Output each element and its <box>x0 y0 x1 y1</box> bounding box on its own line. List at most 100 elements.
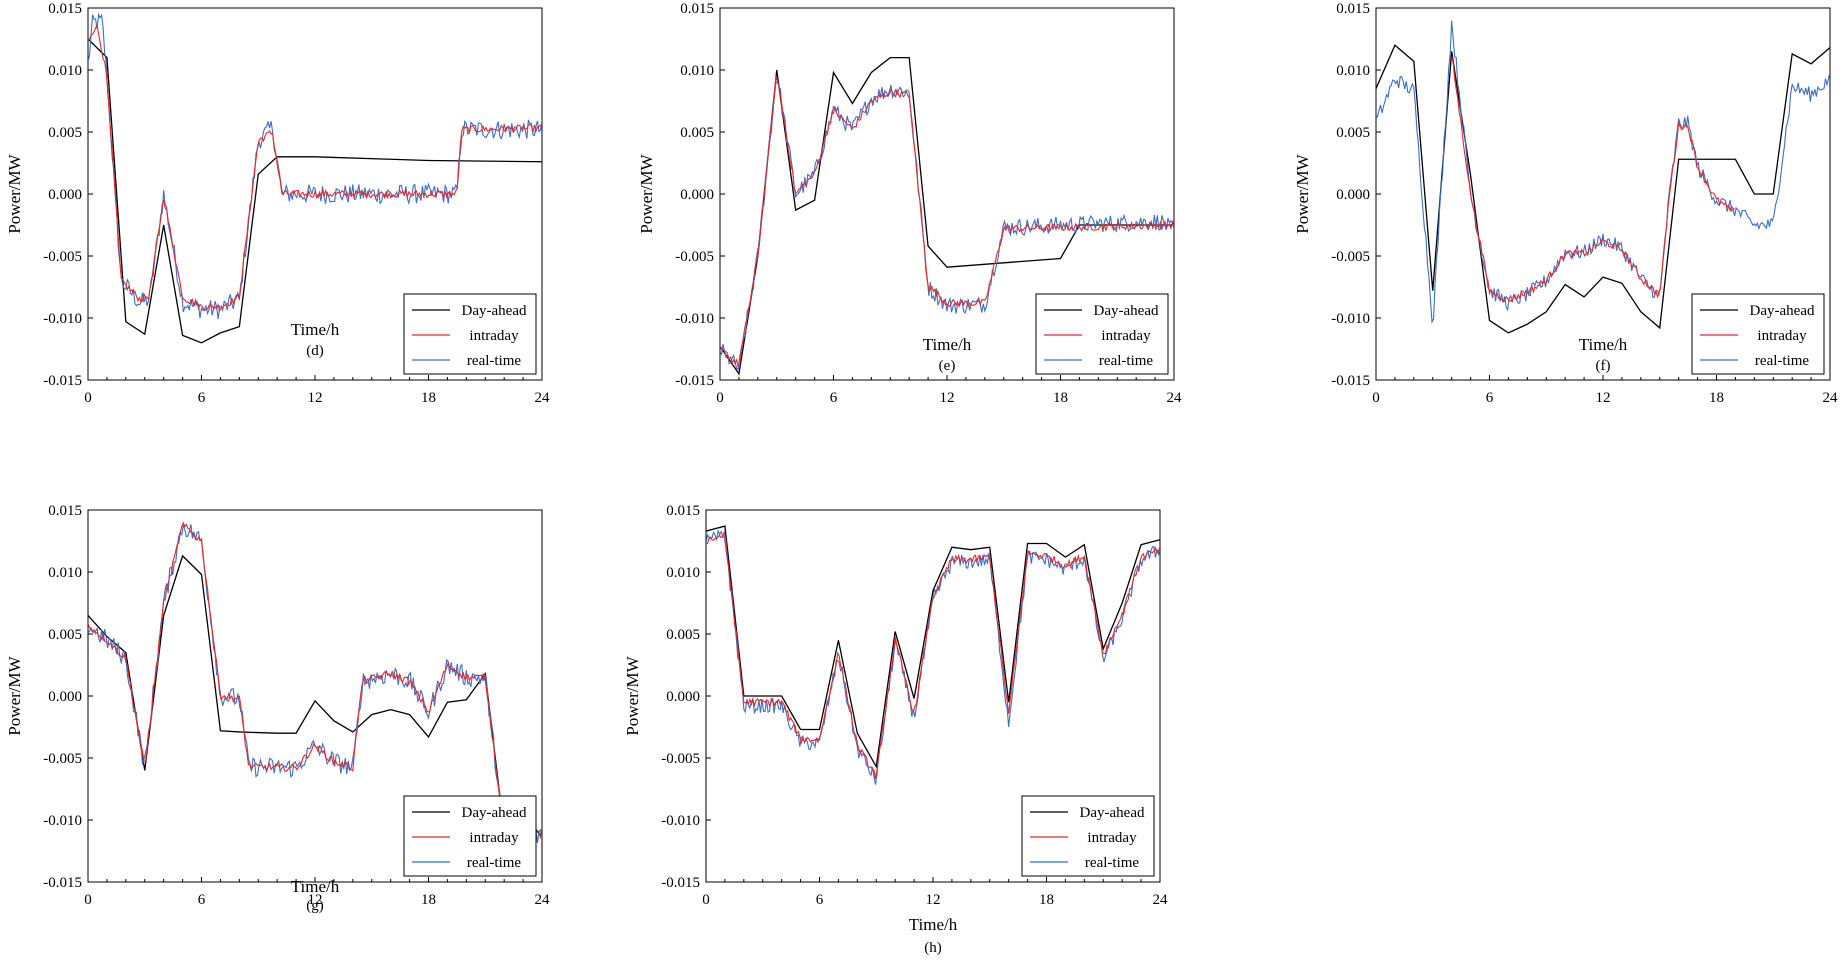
y-axis-title: Power/MW <box>5 655 24 735</box>
y-tick-label: -0.010 <box>43 311 82 327</box>
y-axis-title: Power/MW <box>5 153 24 233</box>
series-line-intraday <box>706 530 1160 779</box>
series-line-real-time <box>88 12 542 320</box>
x-tick-label: 0 <box>702 892 710 908</box>
y-tick-label: -0.015 <box>675 373 714 389</box>
legend-label-real-time: real-time <box>1099 353 1153 369</box>
series-line-real-time <box>720 81 1174 371</box>
y-axis-title: Power/MW <box>637 153 656 233</box>
y-tick-label: 0.000 <box>1336 187 1370 203</box>
x-tick-label: 18 <box>1709 390 1724 406</box>
y-axis-title: Power/MW <box>623 655 642 735</box>
y-tick-label: 0.015 <box>1336 1 1370 17</box>
legend-label-real-time: real-time <box>467 353 521 369</box>
series-line-intraday <box>88 24 542 312</box>
panel-label: (d) <box>306 343 324 359</box>
series-line-real-time <box>1376 20 1830 324</box>
x-tick-label: 24 <box>535 892 551 908</box>
y-tick-label: 0.010 <box>48 63 82 79</box>
x-axis-title: Time/h <box>1579 335 1628 354</box>
y-tick-label: -0.010 <box>1331 311 1370 327</box>
x-tick-label: 12 <box>940 390 955 406</box>
legend-label-real-time: real-time <box>467 855 521 871</box>
y-tick-label: 0.005 <box>666 627 700 643</box>
y-tick-label: -0.010 <box>661 813 700 829</box>
y-tick-label: -0.015 <box>1331 373 1370 389</box>
x-tick-label: 6 <box>198 390 206 406</box>
legend-label-intraday: intraday <box>1757 328 1807 344</box>
y-tick-label: 0.010 <box>48 565 82 581</box>
panel-label: (h) <box>924 940 942 956</box>
y-axis-title: Power/MW <box>1293 153 1312 233</box>
chart-svg-f: -0.015 -0.010 -0.005 0.000 0.005 0.010 0.015 0 6… <box>1293 1 1839 406</box>
legend-label-day-ahead: Day-ahead <box>1094 303 1159 319</box>
y-tick-label: -0.010 <box>43 813 82 829</box>
x-axis-title: Time/h <box>291 877 340 896</box>
legend-box <box>1691 293 1825 375</box>
chart-svg-d: -0.015 -0.010 -0.005 0.000 0.005 0.010 0.015 0 6… <box>5 1 551 406</box>
series-line-intraday <box>720 76 1174 368</box>
legend-box <box>403 293 537 375</box>
y-tick-label: -0.005 <box>43 249 82 265</box>
y-tick-label: 0.005 <box>48 627 82 643</box>
x-tick-label: 18 <box>1039 892 1054 908</box>
y-tick-label: -0.010 <box>675 311 714 327</box>
legend-label-day-ahead: Day-ahead <box>462 303 527 319</box>
x-tick-label: 18 <box>1053 390 1068 406</box>
x-tick-label: 6 <box>1486 390 1494 406</box>
x-tick-label: 12 <box>308 390 323 406</box>
x-axis-title: Time/h <box>291 320 340 339</box>
y-tick-label: 0.010 <box>1336 63 1370 79</box>
x-tick-label: 6 <box>830 390 838 406</box>
panel-label: (e) <box>939 358 956 374</box>
chart-svg-g: -0.015 -0.010 -0.005 0.000 0.005 0.010 0.015 0 6… <box>5 503 551 914</box>
panel-label: (g) <box>306 898 324 914</box>
y-tick-label: 0.015 <box>666 503 700 519</box>
x-axis-title: Time/h <box>923 335 972 354</box>
legend-label-intraday: intraday <box>1087 830 1137 846</box>
chart-panel-d: -0.015 -0.010 -0.005 0.000 0.005 0.010 0.015 0 6… <box>0 0 560 470</box>
x-tick-label: 24 <box>535 390 551 406</box>
y-tick-label: -0.015 <box>43 875 82 891</box>
x-tick-label: 0 <box>716 390 724 406</box>
series-line-day-ahead <box>706 525 1160 769</box>
chart-svg-h: -0.015 -0.010 -0.005 0.000 0.005 0.010 0.015 0 6… <box>623 503 1169 956</box>
legend-box <box>1035 293 1169 375</box>
y-tick-label: -0.005 <box>675 249 714 265</box>
chart-panel-h: -0.015 -0.010 -0.005 0.000 0.005 0.010 0.015 0 6… <box>620 500 1200 960</box>
x-axis-title: Time/h <box>909 915 958 934</box>
y-tick-label: -0.005 <box>43 751 82 767</box>
series-line-day-ahead <box>1376 44 1830 334</box>
chart-panel-g: -0.015 -0.010 -0.005 0.000 0.005 0.010 0.015 0 6… <box>0 500 560 960</box>
x-tick-label: 18 <box>421 892 436 908</box>
x-tick-label: 6 <box>816 892 824 908</box>
panel-label: (f) <box>1596 358 1611 374</box>
legend-label-intraday: intraday <box>469 830 519 846</box>
y-tick-label: 0.000 <box>48 689 82 705</box>
y-tick-label: 0.010 <box>666 565 700 581</box>
y-tick-label: 0.005 <box>1336 125 1370 141</box>
y-tick-label: 0.005 <box>680 125 714 141</box>
chart-svg-e: -0.015 -0.010 -0.005 0.000 0.005 0.010 0.015 0 6… <box>637 1 1183 406</box>
legend-label-day-ahead: Day-ahead <box>462 805 527 821</box>
x-tick-label: 24 <box>1823 390 1839 406</box>
series-line-day-ahead <box>88 38 542 344</box>
y-tick-label: 0.000 <box>48 187 82 203</box>
series-line-intraday <box>88 521 542 839</box>
y-tick-label: 0.010 <box>680 63 714 79</box>
series-line-day-ahead <box>88 554 542 837</box>
legend-label-intraday: intraday <box>469 328 519 344</box>
x-tick-label: 0 <box>1372 390 1380 406</box>
y-tick-label: 0.000 <box>680 187 714 203</box>
y-tick-label: -0.005 <box>1331 249 1370 265</box>
x-tick-label: 24 <box>1153 892 1169 908</box>
y-tick-label: 0.015 <box>48 503 82 519</box>
legend-label-day-ahead: Day-ahead <box>1750 303 1815 319</box>
y-tick-label: -0.015 <box>43 373 82 389</box>
legend-box <box>1021 795 1155 877</box>
x-tick-label: 24 <box>1167 390 1183 406</box>
series-line-real-time <box>88 524 542 843</box>
y-tick-label: -0.005 <box>661 751 700 767</box>
legend-label-intraday: intraday <box>1101 328 1151 344</box>
y-tick-label: 0.015 <box>680 1 714 17</box>
